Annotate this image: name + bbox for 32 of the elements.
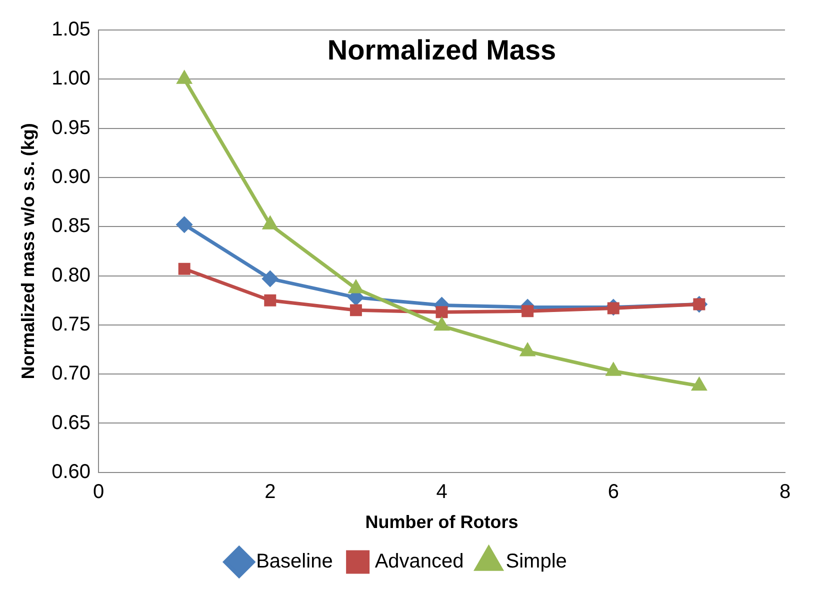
y-tick-label: 0.70 bbox=[52, 362, 91, 385]
point bbox=[177, 71, 192, 84]
legend-label: Advanced bbox=[374, 550, 464, 573]
x-tick-label: 8 bbox=[779, 480, 791, 503]
y-axis-title: Normalized mass w/o s.s. (kg) bbox=[18, 123, 38, 380]
point bbox=[434, 318, 449, 331]
x-tick-label: 0 bbox=[92, 480, 104, 503]
y-tick-label: 0.90 bbox=[52, 166, 91, 188]
y-tick-label: 0.95 bbox=[52, 116, 91, 139]
y-tick-label: 0.65 bbox=[52, 412, 91, 434]
point bbox=[178, 262, 190, 275]
point bbox=[522, 305, 534, 318]
chart-title: Normalized Mass bbox=[327, 34, 556, 66]
point bbox=[349, 280, 363, 294]
x-tick-label: 2 bbox=[264, 480, 276, 503]
point bbox=[176, 216, 192, 232]
x-tick-label: 4 bbox=[436, 480, 448, 503]
x-axis-title: Number of Rotors bbox=[365, 512, 518, 532]
y-tick-label: 0.60 bbox=[52, 460, 91, 483]
y-tick-label: 0.75 bbox=[52, 313, 91, 336]
point bbox=[436, 306, 448, 318]
point bbox=[263, 216, 278, 230]
y-tick-label: 0.80 bbox=[52, 264, 91, 286]
y-tick-label: 0.85 bbox=[52, 215, 91, 238]
point bbox=[264, 294, 276, 306]
point bbox=[350, 304, 362, 316]
y-tick-label: 1.05 bbox=[52, 18, 91, 41]
y-tick-label: 1.00 bbox=[52, 68, 91, 90]
legend-label: Simple bbox=[506, 550, 567, 573]
x-tick-label: 6 bbox=[608, 480, 619, 503]
point bbox=[262, 270, 278, 286]
legend-label: Baseline bbox=[256, 550, 333, 573]
